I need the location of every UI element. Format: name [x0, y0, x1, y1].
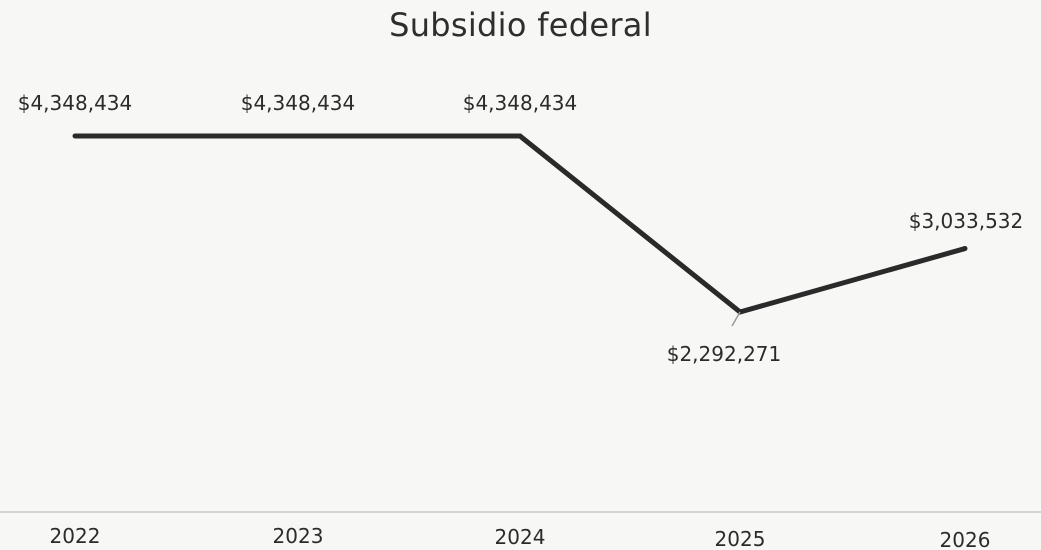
data-point-2022 [72, 133, 78, 139]
x-tick-label-2026: 2026 [940, 528, 991, 550]
data-label-2023: $4,348,434 [241, 91, 356, 115]
data-point-2026 [962, 246, 968, 252]
data-label-2022: $4,348,434 [18, 91, 133, 115]
data-label-2025: $2,292,271 [667, 342, 782, 366]
data-label-leader-line [731, 311, 741, 327]
data-label-2024: $4,348,434 [463, 91, 578, 115]
x-tick-label-2023: 2023 [273, 524, 324, 548]
series-line [75, 133, 966, 315]
chart-title: Subsidio federal [389, 6, 652, 44]
data-point-2023 [295, 133, 301, 139]
data-label-2026: $3,033,532 [909, 209, 1024, 233]
data-point-2024 [517, 133, 523, 139]
x-tick-label-2024: 2024 [495, 525, 546, 549]
x-tick-label-2025: 2025 [715, 527, 766, 550]
x-tick-label-2022: 2022 [50, 524, 101, 548]
